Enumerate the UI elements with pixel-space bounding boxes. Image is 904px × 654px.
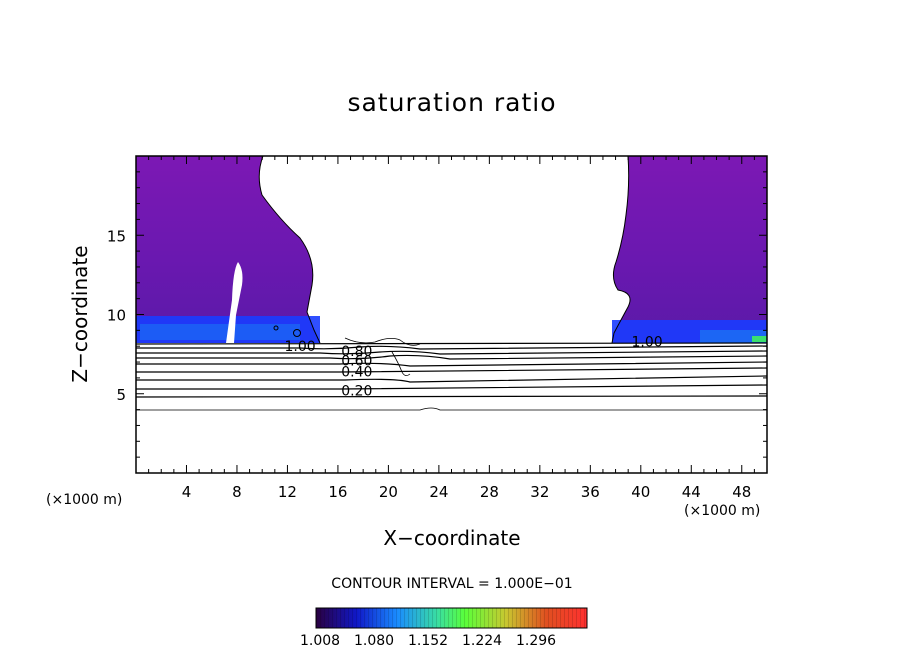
x-tick-label: 40: [631, 483, 650, 501]
x-tick-label: 20: [379, 483, 398, 501]
contour-label: 1.00: [284, 339, 315, 355]
x-units-right: (×1000 m): [684, 503, 761, 519]
cloud-edge: [258, 155, 631, 344]
colorbar-tick-label: 1.152: [408, 633, 449, 649]
contour-label: 0.40: [341, 365, 372, 381]
filled-region-left: [136, 156, 320, 343]
contour-labels: 1.00 0.800.600.40 0.20 1.00: [284, 334, 662, 399]
y-tick-label: 5: [116, 386, 126, 404]
contour-lines: [135, 337, 768, 411]
colorbar-tick-label: 1.296: [516, 633, 557, 649]
colorbar-tick-label: 1.080: [354, 633, 395, 649]
x-tick-label: 24: [429, 483, 448, 501]
filled-region-right: [612, 156, 767, 343]
contour-label: 1.00: [632, 334, 663, 350]
contour-label: 0.60: [341, 353, 372, 369]
y-tick-label: 15: [107, 227, 126, 245]
y-tick-label: 10: [107, 307, 126, 325]
chart-title: saturation ratio: [347, 88, 557, 117]
contour-label: 0.80: [341, 344, 372, 360]
y-axis-label: Z−coordinate: [68, 245, 92, 383]
x-tick-label: 32: [530, 483, 549, 501]
x-tick-label: 16: [328, 483, 347, 501]
contour-interval: CONTOUR INTERVAL = 1.000E−01: [331, 576, 573, 592]
x-units-left: (×1000 m): [46, 492, 123, 508]
x-tick-label: 36: [581, 483, 600, 501]
x-tick-label: 4: [182, 483, 192, 501]
colorbar-tick-label: 1.008: [300, 633, 341, 649]
clear-hole-left: [226, 262, 243, 343]
colorbar: [315, 607, 588, 629]
x-tick-label: 12: [278, 483, 297, 501]
x-tick-label: 8: [232, 483, 242, 501]
x-tick-label: 28: [480, 483, 499, 501]
x-axis-label: X−coordinate: [383, 526, 521, 550]
colorbar-tick-label: 1.224: [462, 633, 503, 649]
contour-label: 0.20: [341, 384, 372, 400]
x-tick-label: 48: [732, 483, 751, 501]
x-tick-label: 44: [682, 483, 701, 501]
